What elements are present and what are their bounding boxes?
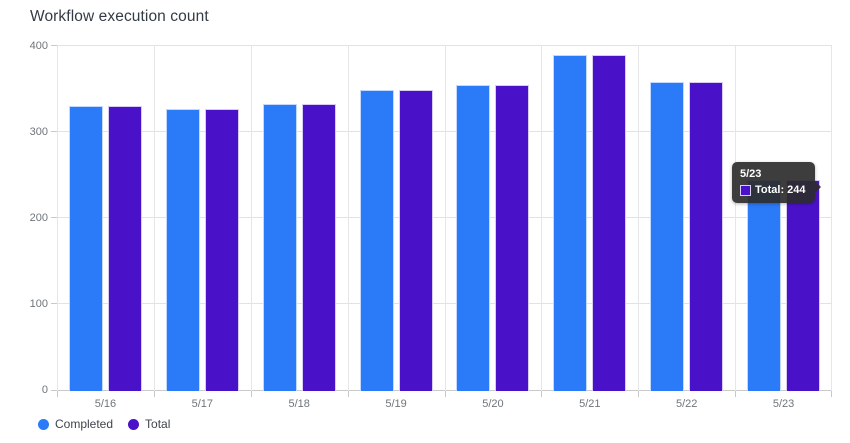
bar-group-5-19 [348, 46, 445, 391]
bar-total-5-23[interactable] [786, 180, 821, 391]
y-tick-label: 0 [41, 384, 48, 396]
bar-completed-5-16[interactable] [68, 106, 103, 391]
legend-item-total[interactable]: Total [128, 417, 170, 431]
x-tick-label: 5/17 [191, 398, 214, 410]
bar-completed-5-20[interactable] [456, 84, 491, 391]
x-tick-label: 5/20 [482, 398, 504, 410]
tooltip-caret-icon [814, 181, 821, 193]
legend-label-total: Total [145, 417, 171, 431]
v-gridline [541, 46, 543, 391]
bar-group-5-18 [251, 46, 348, 391]
chart-legend: Completed Total [38, 417, 170, 431]
v-gridline [735, 46, 737, 391]
bar-completed-5-23[interactable] [747, 180, 782, 391]
y-tick-mark [51, 131, 57, 133]
y-tick-label: 200 [29, 211, 48, 224]
x-tick-mark [444, 390, 446, 397]
h-gridline [57, 45, 832, 46]
hover-tooltip: 5/23 Total: 244 [732, 162, 821, 203]
x-tick-label: 5/18 [288, 398, 310, 410]
legend-item-completed[interactable]: Completed [38, 417, 113, 431]
bar-total-5-18[interactable] [301, 103, 336, 391]
bar-completed-5-19[interactable] [359, 89, 394, 391]
total-series-dot-icon [128, 418, 140, 430]
bar-total-5-19[interactable] [398, 89, 433, 391]
tooltip-series-swatch-icon [740, 184, 751, 196]
x-tick-label: 5/19 [385, 398, 407, 410]
y-tick-mark [51, 389, 57, 391]
v-gridline [347, 46, 349, 391]
bar-group-5-23 [735, 46, 832, 391]
bar-completed-5-22[interactable] [650, 82, 685, 391]
v-gridline [831, 46, 832, 391]
x-tick-label: 5/21 [579, 398, 601, 410]
x-tick-mark [347, 390, 349, 397]
y-tick-mark [51, 217, 57, 219]
completed-series-dot-icon [38, 418, 49, 430]
v-gridline [638, 46, 640, 391]
x-tick-mark [735, 390, 737, 397]
plot-area: 0 100 200 300 400 5/16 5/17 5/18 5/19 5/20 5/21 5/2… [30, 40, 832, 410]
bar-group-5-16 [57, 46, 154, 391]
x-tick-label: 5/22 [675, 398, 698, 410]
tooltip-row: Total: 244 [740, 184, 806, 196]
bar-completed-5-21[interactable] [553, 54, 588, 391]
tooltip-title: 5/23 [740, 168, 762, 180]
x-tick-label: 5/16 [94, 398, 117, 410]
bar-group-5-17 [154, 46, 251, 391]
x-tick-mark [250, 390, 252, 397]
bar-total-5-21[interactable] [592, 54, 627, 391]
v-gridline [57, 46, 58, 391]
legend-label-completed: Completed [55, 417, 114, 431]
y-tick-mark [51, 303, 57, 305]
bar-total-5-22[interactable] [689, 82, 724, 391]
bar-group-5-20 [445, 46, 542, 391]
v-gridline [153, 46, 155, 391]
v-gridline [250, 46, 252, 391]
y-tick-mark [51, 45, 57, 46]
x-tick-label: 5/23 [772, 398, 795, 410]
bar-completed-5-18[interactable] [262, 103, 297, 391]
tooltip-value: Total: 244 [755, 184, 806, 196]
y-tick-label: 400 [29, 39, 48, 52]
y-tick-label: 100 [29, 297, 48, 310]
x-tick-mark [541, 390, 543, 397]
y-tick-label: 300 [29, 125, 48, 138]
bar-total-5-20[interactable] [495, 84, 530, 391]
bar-completed-5-17[interactable] [165, 108, 200, 391]
x-tick-mark [831, 390, 832, 397]
chart-title: Workflow execution count [30, 8, 209, 25]
v-gridline [444, 46, 446, 391]
bar-group-5-21 [541, 46, 638, 391]
bar-total-5-17[interactable] [204, 108, 239, 391]
bar-total-5-16[interactable] [107, 106, 142, 391]
bar-group-5-22 [638, 46, 735, 391]
x-tick-mark [153, 390, 155, 397]
x-tick-mark [638, 390, 640, 397]
x-tick-mark [57, 390, 58, 397]
